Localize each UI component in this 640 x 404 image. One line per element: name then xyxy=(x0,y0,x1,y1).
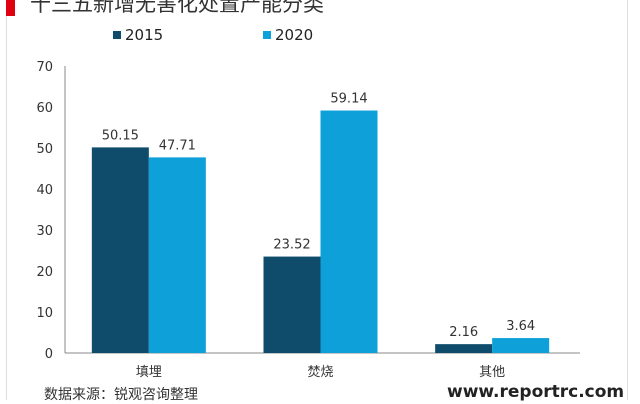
legend-item-2020: 2020 xyxy=(263,26,313,44)
legend-swatch-2015 xyxy=(113,31,121,39)
legend-label: 2015 xyxy=(125,26,164,44)
x-tick-label: 焚烧 xyxy=(307,365,333,380)
y-tick-label: 40 xyxy=(36,183,53,198)
chart-frame xyxy=(6,0,628,400)
bar-2015 xyxy=(263,256,321,353)
legend-swatch-2020 xyxy=(263,31,271,39)
data-label: 23.52 xyxy=(273,238,310,253)
y-tick-label: 30 xyxy=(36,224,53,239)
legend-item-2015: 2015 xyxy=(113,26,163,44)
legend-label: 2020 xyxy=(275,26,314,44)
x-tick-label: 填埋 xyxy=(136,365,162,380)
y-tick-label: 50 xyxy=(36,142,53,157)
y-tick-label: 10 xyxy=(36,306,53,321)
y-tick-label: 60 xyxy=(36,101,53,116)
y-tick-label: 70 xyxy=(36,60,53,75)
bar-2020 xyxy=(320,110,378,353)
title-accent-bar xyxy=(6,0,15,16)
bar-2020 xyxy=(492,338,550,353)
data-label: 2.16 xyxy=(449,325,478,340)
bar-2015 xyxy=(91,147,149,353)
x-tick-label: 其他 xyxy=(479,365,505,380)
data-source: 数据来源：锐观咨询整理 xyxy=(44,387,198,403)
data-label: 50.15 xyxy=(102,128,139,143)
y-tick-label: 0 xyxy=(45,347,53,362)
bar-2015 xyxy=(435,344,493,353)
data-label: 59.14 xyxy=(330,92,367,107)
data-label: 47.71 xyxy=(159,138,196,153)
chart-title: 十三五新增无害化处置产能分类 xyxy=(30,0,324,16)
data-label: 3.64 xyxy=(506,319,535,334)
bar-2020 xyxy=(148,157,206,353)
watermark: www.reportrc.com xyxy=(447,382,625,402)
y-tick-label: 20 xyxy=(36,265,53,280)
